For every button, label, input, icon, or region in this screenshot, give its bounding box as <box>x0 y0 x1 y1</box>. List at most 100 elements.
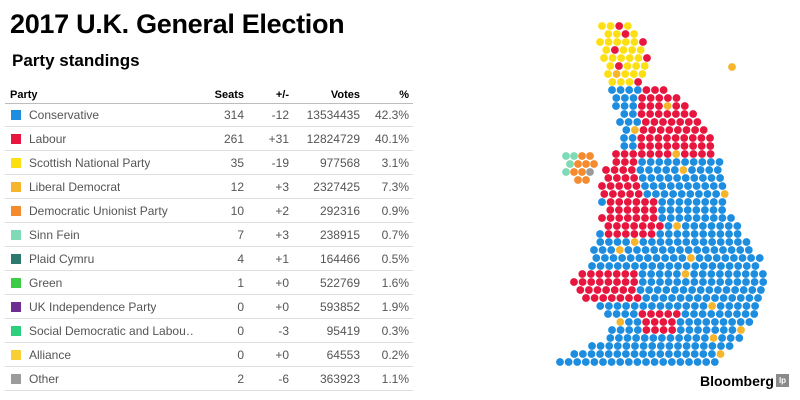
constituency-hex[interactable] <box>587 350 596 358</box>
constituency-hex[interactable] <box>699 126 708 134</box>
constituency-hex[interactable] <box>698 150 706 158</box>
constituency-hex[interactable] <box>604 30 613 38</box>
constituency-hex[interactable] <box>751 302 759 310</box>
constituency-hex[interactable] <box>719 326 728 334</box>
constituency-hex[interactable] <box>673 174 681 182</box>
constituency-hex[interactable] <box>736 246 745 254</box>
constituency-hex[interactable] <box>673 302 682 310</box>
constituency-hex[interactable] <box>619 286 628 294</box>
constituency-hex[interactable] <box>737 326 745 334</box>
constituency-hex[interactable] <box>598 22 606 30</box>
constituency-hex[interactable] <box>668 318 676 326</box>
constituency-hex[interactable] <box>641 118 650 126</box>
constituency-hex[interactable] <box>745 294 754 302</box>
constituency-hex[interactable] <box>708 342 717 350</box>
constituency-hex[interactable] <box>690 222 699 230</box>
constituency-hex[interactable] <box>655 270 664 278</box>
constituency-hex[interactable] <box>695 254 704 262</box>
constituency-hex[interactable] <box>650 118 659 126</box>
constituency-hex[interactable] <box>621 174 630 182</box>
constituency-hex[interactable] <box>630 302 639 310</box>
constituency-hex[interactable] <box>562 152 570 160</box>
constituency-hex[interactable] <box>604 278 613 286</box>
constituency-hex[interactable] <box>659 118 667 126</box>
constituency-hex[interactable] <box>702 358 711 366</box>
constituency-hex[interactable] <box>656 342 665 350</box>
constituency-hex[interactable] <box>633 118 642 126</box>
constituency-hex[interactable] <box>566 160 574 168</box>
constituency-hex[interactable] <box>626 254 635 262</box>
constituency-hex[interactable] <box>619 166 628 174</box>
constituency-hex[interactable] <box>716 222 724 230</box>
constituency-hex[interactable] <box>759 278 768 286</box>
constituency-hex[interactable] <box>676 326 685 334</box>
constituency-hex[interactable] <box>655 158 664 166</box>
constituency-hex[interactable] <box>684 198 692 206</box>
constituency-hex[interactable] <box>681 158 689 166</box>
constituency-hex[interactable] <box>606 214 615 222</box>
constituency-hex[interactable] <box>659 318 668 326</box>
constituency-hex[interactable] <box>596 38 604 46</box>
table-row[interactable]: Other 2 -6 363923 1.1% <box>5 366 413 391</box>
constituency-hex[interactable] <box>612 270 621 278</box>
constituency-hex[interactable] <box>691 342 700 350</box>
constituency-hex[interactable] <box>685 358 693 366</box>
constituency-hex[interactable] <box>672 310 681 318</box>
constituency-hex[interactable] <box>646 150 655 158</box>
constituency-hex[interactable] <box>620 102 629 110</box>
constituency-hex[interactable] <box>724 310 733 318</box>
constituency-hex[interactable] <box>612 310 621 318</box>
constituency-hex[interactable] <box>590 294 599 302</box>
table-row[interactable]: Alliance 0 +0 64553 0.2% <box>5 342 413 367</box>
constituency-hex[interactable] <box>757 286 765 294</box>
table-row[interactable]: Labour 261 +31 12824729 40.1% <box>5 126 413 151</box>
constituency-hex[interactable] <box>613 174 621 182</box>
constituency-hex[interactable] <box>718 206 726 214</box>
constituency-hex[interactable] <box>707 230 716 238</box>
constituency-hex[interactable] <box>664 270 673 278</box>
constituency-hex[interactable] <box>693 318 702 326</box>
constituency-hex[interactable] <box>625 294 633 302</box>
constituency-hex[interactable] <box>664 278 673 286</box>
constituency-hex[interactable] <box>607 358 616 366</box>
constituency-hex[interactable] <box>707 270 716 278</box>
constituency-hex[interactable] <box>578 270 587 278</box>
constituency-hex[interactable] <box>634 190 643 198</box>
constituency-hex[interactable] <box>659 326 668 334</box>
constituency-hex[interactable] <box>664 94 672 102</box>
constituency-hex[interactable] <box>726 334 735 342</box>
constituency-hex[interactable] <box>613 262 622 270</box>
constituency-hex[interactable] <box>736 294 745 302</box>
constituency-hex[interactable] <box>645 166 653 174</box>
constituency-hex[interactable] <box>623 22 632 30</box>
constituency-hex[interactable] <box>693 118 702 126</box>
constituency-hex[interactable] <box>590 358 599 366</box>
constituency-hex[interactable] <box>725 302 734 310</box>
constituency-hex[interactable] <box>712 190 720 198</box>
constituency-hex[interactable] <box>710 358 719 366</box>
constituency-hex[interactable] <box>693 294 702 302</box>
constituency-hex[interactable] <box>648 262 657 270</box>
constituency-hex[interactable] <box>621 270 630 278</box>
constituency-hex[interactable] <box>596 342 605 350</box>
constituency-hex[interactable] <box>615 214 624 222</box>
constituency-hex[interactable] <box>648 342 657 350</box>
constituency-hex[interactable] <box>650 318 659 326</box>
constituency-hex[interactable] <box>599 294 608 302</box>
constituency-hex[interactable] <box>612 150 620 158</box>
constituency-hex[interactable] <box>683 334 692 342</box>
constituency-hex[interactable] <box>576 286 585 294</box>
constituency-hex[interactable] <box>637 102 646 110</box>
constituency-hex[interactable] <box>755 254 764 262</box>
constituency-hex[interactable] <box>691 238 699 246</box>
constituency-hex[interactable] <box>643 54 651 62</box>
constituency-hex[interactable] <box>731 286 739 294</box>
constituency-hex[interactable] <box>658 334 666 342</box>
constituency-hex[interactable] <box>578 168 586 176</box>
constituency-hex[interactable] <box>664 222 673 230</box>
constituency-hex[interactable] <box>598 214 606 222</box>
constituency-hex[interactable] <box>651 326 659 334</box>
constituency-hex[interactable] <box>625 54 634 62</box>
constituency-hex[interactable] <box>582 176 590 184</box>
constituency-hex[interactable] <box>629 158 638 166</box>
